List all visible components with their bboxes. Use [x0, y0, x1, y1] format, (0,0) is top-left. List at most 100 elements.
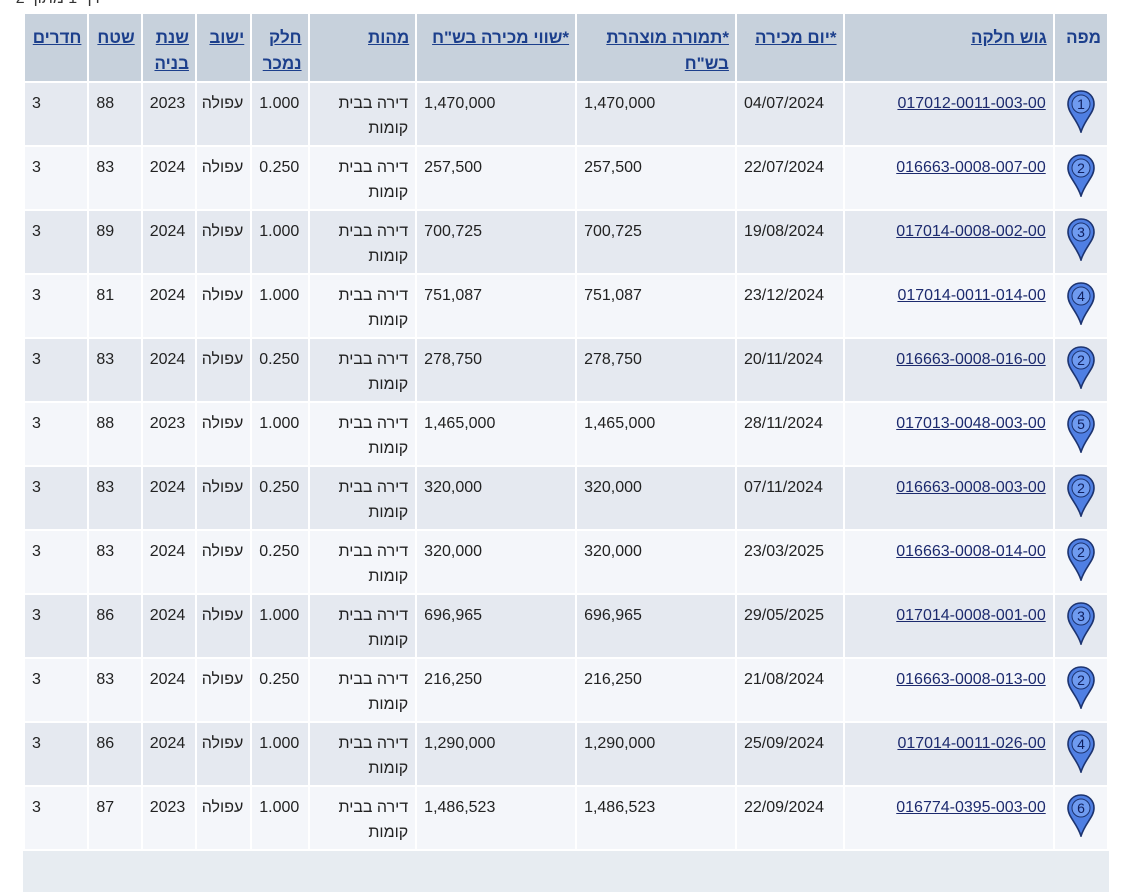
town-cell: עפולה — [196, 211, 251, 273]
type-cell: דירה בבית קומות — [309, 211, 416, 273]
gush-link[interactable]: 016663-0008-016-00 — [896, 351, 1046, 368]
town-cell: עפולה — [196, 531, 251, 593]
map-pin-icon[interactable]: 2 — [1066, 345, 1096, 391]
rooms-cell: 3 — [25, 467, 88, 529]
map-pin-number: 2 — [1077, 544, 1085, 560]
year-cell: 2024 — [142, 723, 195, 785]
map-pin-icon[interactable]: 5 — [1066, 409, 1096, 455]
declared-cell: 751,087 — [577, 275, 735, 337]
year-cell: 2024 — [142, 595, 195, 657]
town-cell: עפולה — [196, 723, 251, 785]
year-cell: 2023 — [142, 787, 195, 849]
gush-link[interactable]: 017014-0008-002-00 — [896, 223, 1046, 240]
header-year[interactable]: שנת בניה — [142, 14, 195, 81]
map-pin-icon[interactable]: 1 — [1066, 89, 1096, 135]
sale-value-cell: 1,470,000 — [417, 83, 576, 145]
gush-link[interactable]: 017014-0011-014-00 — [897, 287, 1046, 304]
gush-link[interactable]: 016774-0395-003-00 — [896, 799, 1046, 816]
gush-cell: 017014-0008-002-00 — [844, 211, 1053, 273]
year-cell: 2024 — [142, 659, 195, 721]
map-pin-icon[interactable]: 2 — [1066, 665, 1096, 711]
date-cell: 29/05/2025 — [736, 595, 843, 657]
town-cell: עפולה — [196, 83, 251, 145]
gush-link[interactable]: 017014-0011-026-00 — [897, 735, 1046, 752]
sale-value-cell: 257,500 — [417, 147, 576, 209]
map-cell: 2 — [1054, 467, 1107, 529]
date-cell: 28/11/2024 — [736, 403, 843, 465]
header-town[interactable]: ישוב — [196, 14, 251, 81]
year-cell: 2024 — [142, 467, 195, 529]
page-indicator: דף 1 מתוך 2 — [0, 0, 100, 8]
table-row: 5 017013-0048-003-00 28/11/2024 1,465,000 1,… — [25, 403, 1107, 465]
date-cell: 23/03/2025 — [736, 531, 843, 593]
year-cell: 2023 — [142, 83, 195, 145]
date-cell: 19/08/2024 — [736, 211, 843, 273]
year-cell: 2024 — [142, 531, 195, 593]
header-declared[interactable]: *תמורה מוצהרת בש"ח — [577, 14, 735, 81]
table-row: 2 016663-0008-013-00 21/08/2024 216,250 216,… — [25, 659, 1107, 721]
area-cell: 83 — [89, 531, 141, 593]
sale-value-cell: 320,000 — [417, 467, 576, 529]
gush-link[interactable]: 016663-0008-007-00 — [896, 159, 1046, 176]
map-cell: 3 — [1054, 595, 1107, 657]
type-cell: דירה בבית קומות — [309, 403, 416, 465]
type-cell: דירה בבית קומות — [309, 595, 416, 657]
map-pin-icon[interactable]: 2 — [1066, 537, 1096, 583]
area-cell: 88 — [89, 403, 141, 465]
map-pin-icon[interactable]: 3 — [1066, 217, 1096, 263]
map-pin-icon[interactable]: 3 — [1066, 601, 1096, 647]
gush-cell: 016663-0008-003-00 — [844, 467, 1053, 529]
table-row: 6 016774-0395-003-00 22/09/2024 1,486,523 1,… — [25, 787, 1107, 849]
map-cell: 5 — [1054, 403, 1107, 465]
type-cell: דירה בבית קומות — [309, 531, 416, 593]
map-pin-icon[interactable]: 2 — [1066, 153, 1096, 199]
header-rooms[interactable]: חדרים — [25, 14, 88, 81]
date-cell: 22/09/2024 — [736, 787, 843, 849]
header-gush[interactable]: גוש חלקה — [844, 14, 1053, 81]
year-cell: 2024 — [142, 147, 195, 209]
header-sale-value[interactable]: *שווי מכירה בש"ח — [417, 14, 576, 81]
town-cell: עפולה — [196, 275, 251, 337]
table-row: 2 016663-0008-003-00 07/11/2024 320,000 320,… — [25, 467, 1107, 529]
map-pin-number: 6 — [1077, 800, 1085, 816]
map-pin-icon[interactable]: 4 — [1066, 729, 1096, 775]
rooms-cell: 3 — [25, 723, 88, 785]
map-pin-icon[interactable]: 4 — [1066, 281, 1096, 327]
table-row: 4 017014-0011-014-00 23/12/2024 751,087 751,… — [25, 275, 1107, 337]
sale-value-cell: 1,465,000 — [417, 403, 576, 465]
map-pin-icon[interactable]: 6 — [1066, 793, 1096, 839]
sale-value-cell: 1,290,000 — [417, 723, 576, 785]
sale-value-cell: 1,486,523 — [417, 787, 576, 849]
map-cell: 3 — [1054, 211, 1107, 273]
header-type[interactable]: מהות — [309, 14, 416, 81]
table-row: 2 016663-0008-014-00 23/03/2025 320,000 320,… — [25, 531, 1107, 593]
area-cell: 83 — [89, 659, 141, 721]
type-cell: דירה בבית קומות — [309, 275, 416, 337]
gush-link[interactable]: 016663-0008-003-00 — [896, 479, 1046, 496]
header-row: מפה גוש חלקה *יום מכירה *תמורה מוצהרת בש… — [25, 14, 1107, 81]
area-cell: 83 — [89, 147, 141, 209]
table-row: 4 017014-0011-026-00 25/09/2024 1,290,000 1,… — [25, 723, 1107, 785]
table-footer — [23, 858, 1109, 872]
gush-link[interactable]: 016663-0008-013-00 — [896, 671, 1046, 688]
header-area[interactable]: שטח — [89, 14, 141, 81]
header-portion[interactable]: חלק נמכר — [252, 14, 308, 81]
map-pin-icon[interactable]: 2 — [1066, 473, 1096, 519]
town-cell: עפולה — [196, 339, 251, 401]
year-cell: 2024 — [142, 211, 195, 273]
gush-link[interactable]: 016663-0008-014-00 — [896, 543, 1046, 560]
gush-link[interactable]: 017012-0011-003-00 — [897, 95, 1046, 112]
declared-cell: 1,470,000 — [577, 83, 735, 145]
header-date[interactable]: *יום מכירה — [736, 14, 843, 81]
town-cell: עפולה — [196, 787, 251, 849]
gush-cell: 017014-0011-026-00 — [844, 723, 1053, 785]
gush-link[interactable]: 017013-0048-003-00 — [896, 415, 1046, 432]
year-cell: 2023 — [142, 403, 195, 465]
map-cell: 2 — [1054, 659, 1107, 721]
gush-link[interactable]: 017014-0008-001-00 — [896, 607, 1046, 624]
sale-value-cell: 278,750 — [417, 339, 576, 401]
gush-cell: 016774-0395-003-00 — [844, 787, 1053, 849]
date-cell: 21/08/2024 — [736, 659, 843, 721]
map-cell: 6 — [1054, 787, 1107, 849]
date-cell: 25/09/2024 — [736, 723, 843, 785]
